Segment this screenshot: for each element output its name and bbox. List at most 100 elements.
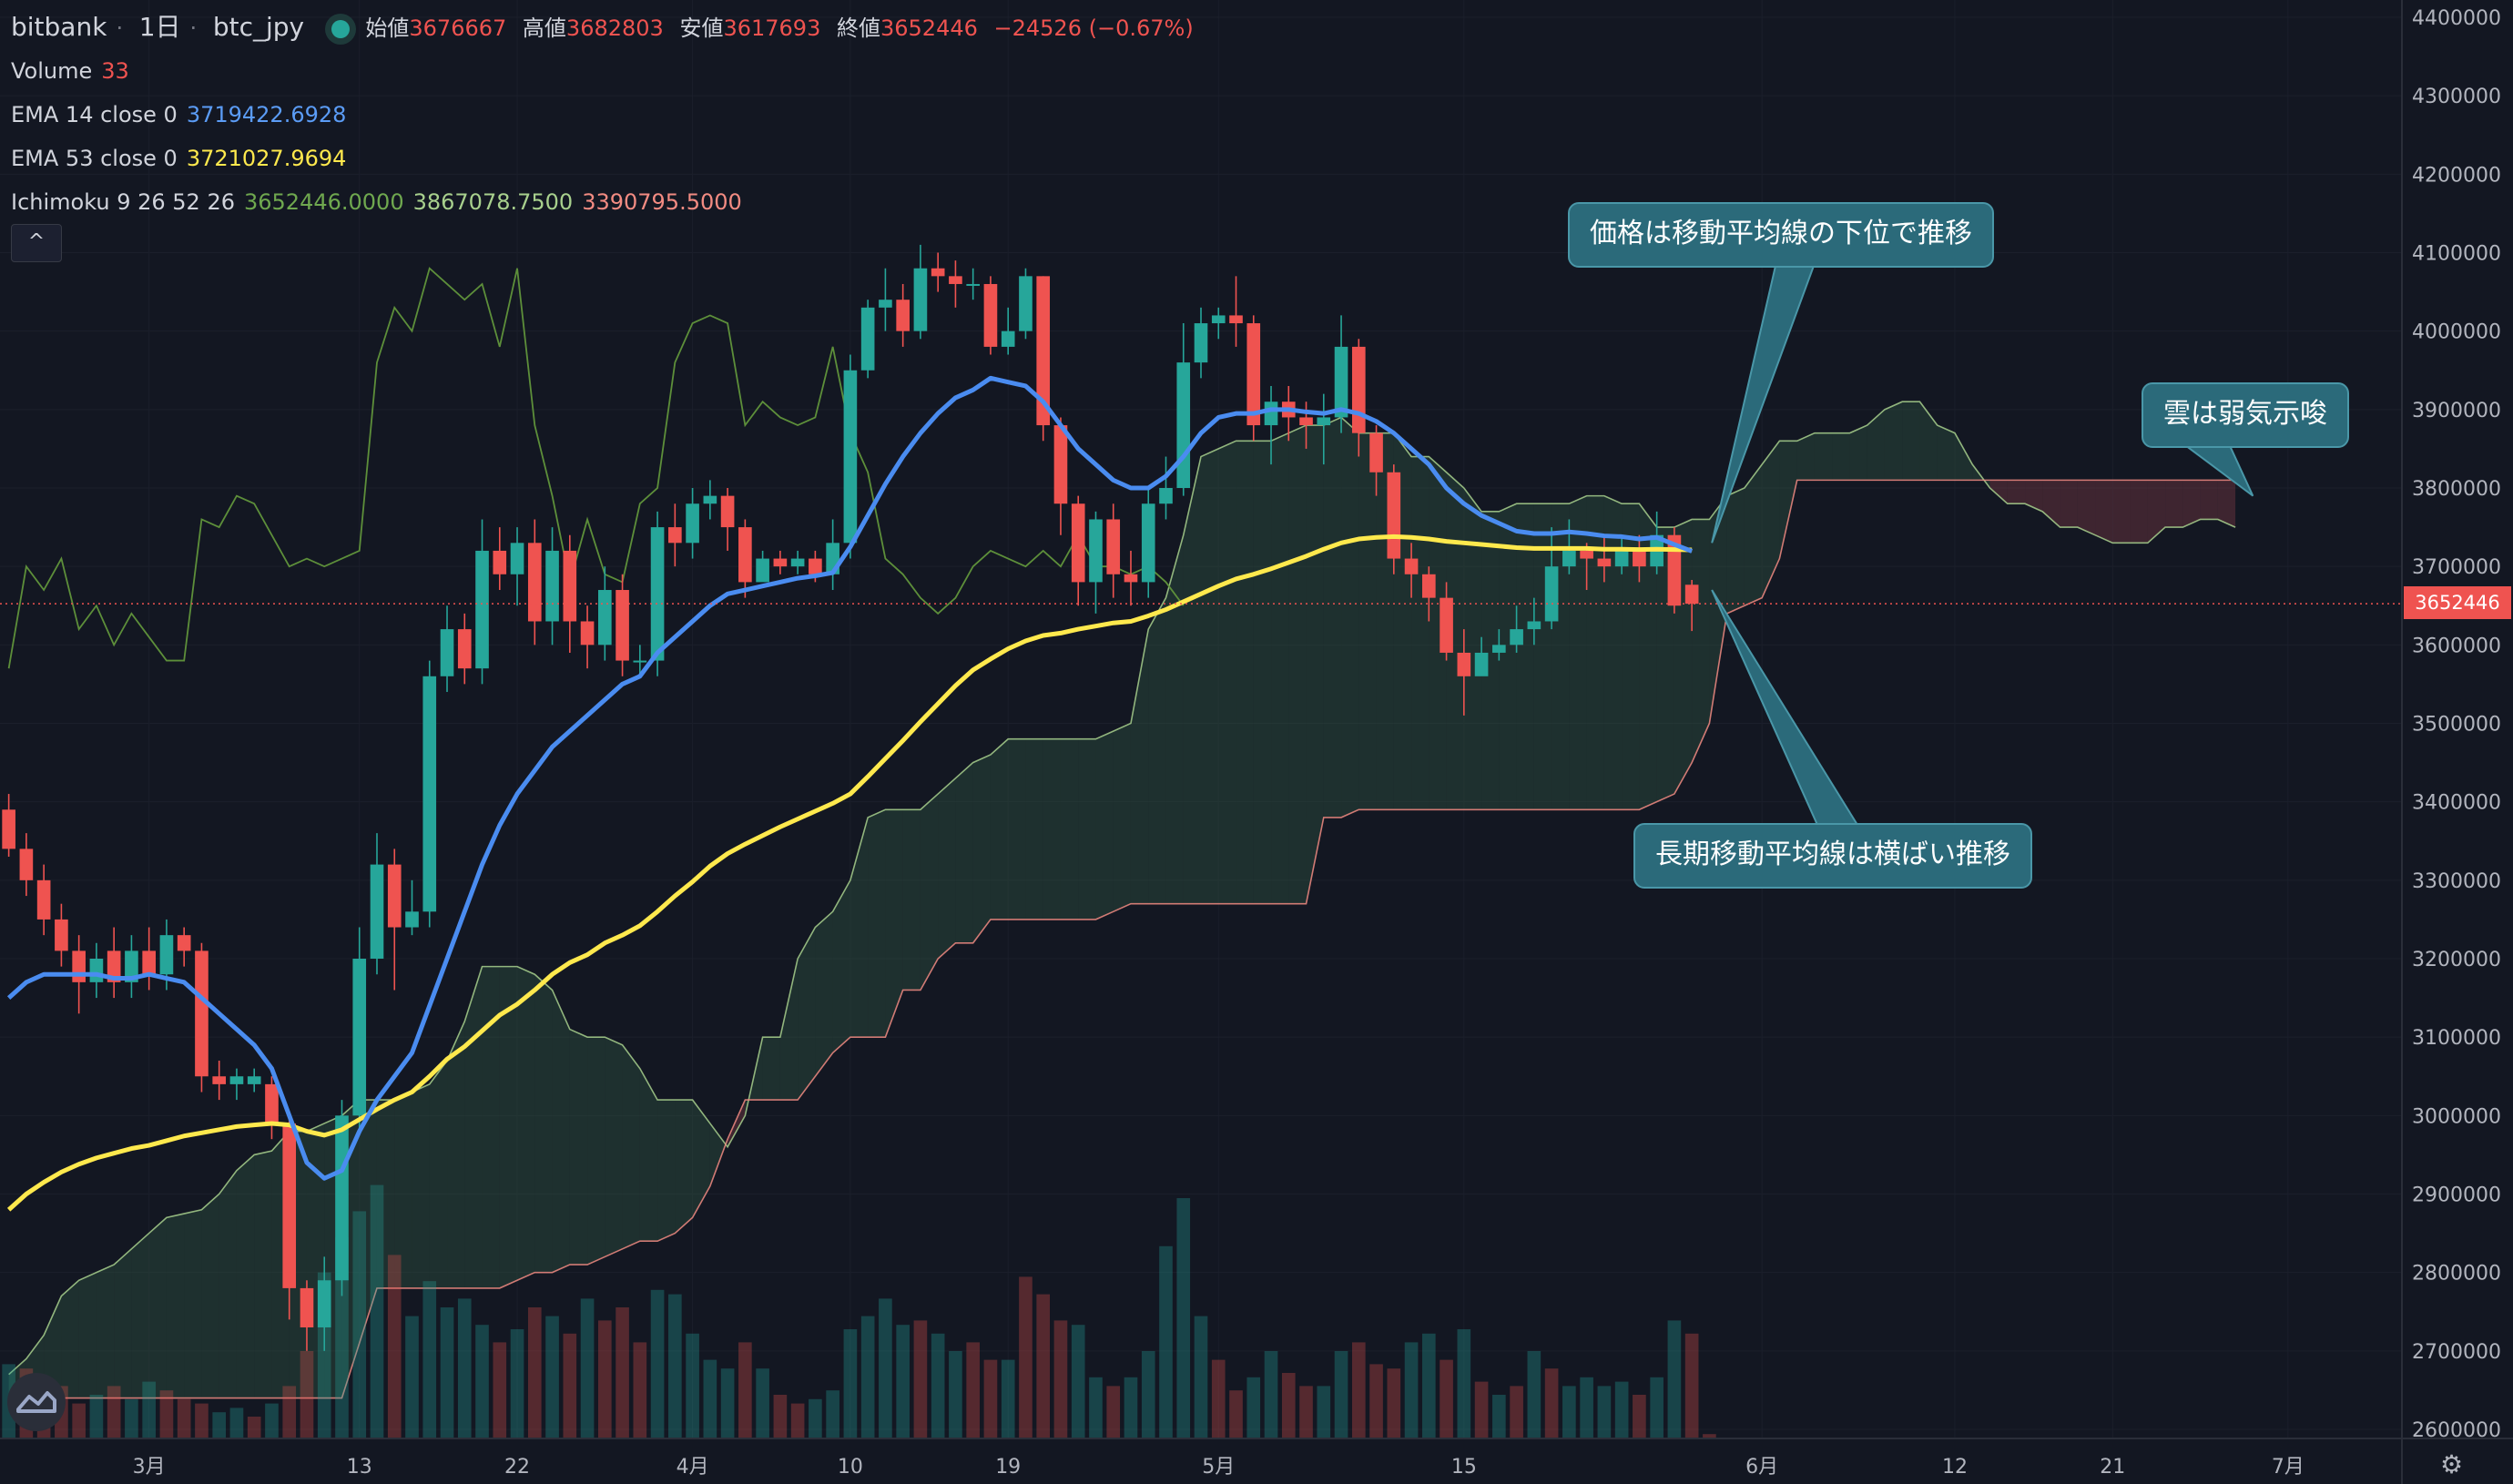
volume-bar	[650, 1289, 665, 1438]
candle	[949, 260, 962, 308]
ichimoku-cloud-segment	[131, 1233, 149, 1398]
ichimoku-cloud-segment	[1183, 456, 1201, 904]
candle	[1369, 425, 1383, 496]
candle	[1597, 534, 1612, 583]
volume-bar	[1019, 1276, 1033, 1438]
candle-body	[125, 950, 138, 982]
volume-bar	[387, 1255, 402, 1438]
volume-bar	[107, 1386, 121, 1438]
candle-body	[1562, 550, 1576, 567]
annotation-callout-cloud-bearish[interactable]: 雲は弱気示唆	[2142, 382, 2349, 448]
ichimoku-cloud-segment	[938, 778, 956, 959]
candle	[703, 480, 717, 520]
candle	[1387, 464, 1401, 574]
candle-body	[1053, 425, 1068, 504]
candle-body	[159, 935, 174, 975]
candle	[282, 1115, 297, 1320]
candle-body	[107, 950, 121, 982]
ichimoku-cloud-segment	[1463, 488, 1482, 810]
candle	[580, 605, 595, 669]
ichimoku-chikou-line	[7, 267, 1185, 669]
open-value: 3676667	[409, 15, 507, 41]
ichimoku-cloud-segment	[569, 1029, 588, 1265]
ichimoku-cloud-segment	[1288, 425, 1307, 904]
x-tick-label: 12	[1942, 1456, 1968, 1479]
volume-bar	[860, 1316, 875, 1438]
volume-bar	[300, 1351, 314, 1438]
ichimoku-cloud-segment	[447, 1021, 465, 1288]
ichimoku-cloud-segment	[1165, 534, 1184, 904]
candle	[300, 1280, 314, 1351]
ichimoku-cloud-segment	[1902, 401, 1920, 481]
ichimoku-cloud-segment	[1306, 425, 1324, 904]
volume-legend[interactable]: Volume 33	[11, 49, 1203, 93]
candle	[616, 574, 629, 676]
candle	[790, 550, 805, 574]
volume-bar	[686, 1333, 699, 1438]
ichimoku-cloud-segment	[832, 879, 850, 1053]
ichimoku-cloud-segment	[709, 1123, 728, 1186]
candle-body	[457, 629, 472, 669]
ichimoku-cloud-segment	[815, 911, 833, 1077]
volume-bar	[1404, 1342, 1419, 1438]
annotation-callout-long-ma-flat[interactable]: 長期移動平均線は横ばい推移	[1633, 823, 2032, 889]
candle-body	[177, 935, 191, 951]
ichimoku-cloud-segment	[692, 1100, 710, 1218]
ema14-line	[6, 375, 1694, 1181]
volume-bar	[125, 1398, 138, 1438]
candle-body	[422, 676, 437, 912]
ichimoku-cloud-segment	[622, 1044, 640, 1249]
candle	[1053, 417, 1068, 535]
x-tick-label: 6月	[1745, 1456, 1778, 1479]
ichimoku-cloud-segment	[1130, 629, 1149, 904]
tradingview-logo-icon[interactable]	[7, 1373, 66, 1431]
interval-label[interactable]: 1日	[138, 12, 181, 42]
candle-body	[2, 809, 15, 849]
candle	[1211, 307, 1226, 340]
volume-bar	[457, 1298, 472, 1438]
ema53-legend[interactable]: EMA 53 close 0 3721027.9694	[11, 137, 1203, 180]
volume-bar	[1562, 1386, 1576, 1438]
ichimoku-cloud-segment	[1989, 480, 2008, 504]
ichimoku-legend[interactable]: Ichimoku 9 26 52 26 3652446.0000 3867078.7…	[11, 180, 1203, 224]
candle-body	[335, 1115, 349, 1281]
candle	[773, 550, 788, 574]
candle	[440, 605, 454, 693]
candle	[1492, 629, 1506, 661]
ichimoku-cloud-segment	[2060, 480, 2078, 528]
gear-icon[interactable]: ⚙	[2440, 1449, 2464, 1479]
volume-bar	[142, 1381, 156, 1438]
volume-bar	[510, 1329, 524, 1438]
x-tick-label: 3月	[133, 1456, 166, 1479]
candle	[879, 268, 892, 331]
candle	[1246, 315, 1261, 442]
low-label: 安値	[679, 15, 724, 41]
candle-body	[527, 543, 542, 622]
ichimoku-cloud-segment	[306, 1123, 325, 1398]
symbol-label[interactable]: btc_jpy	[212, 12, 305, 42]
ichimoku-cloud-segment	[727, 1100, 746, 1147]
candle	[19, 833, 34, 897]
ichimoku-cloud-segment	[44, 1296, 62, 1398]
volume-bar	[983, 1359, 998, 1438]
volume-bar	[1176, 1198, 1191, 1438]
candle-body	[966, 283, 980, 286]
ichimoku-cloud-segment	[184, 1209, 202, 1398]
annotation-callout-price-below-ma[interactable]: 価格は移動平均線の下位で推移	[1568, 202, 1994, 268]
ichimoku-cloud-segment	[2112, 480, 2131, 544]
candle	[966, 268, 980, 300]
exchange-label[interactable]: bitbank	[11, 12, 107, 42]
ichimoku-cloud-segment	[1323, 417, 1342, 818]
y-tick-label: 3000000	[2412, 1105, 2501, 1128]
candle-body	[843, 370, 858, 544]
ichimoku-cloud-segment	[1446, 472, 1464, 810]
candle	[475, 519, 489, 685]
candle-body	[1019, 276, 1033, 331]
ema14-legend[interactable]: EMA 14 close 0 3719422.6928	[11, 93, 1203, 137]
volume-bar	[580, 1298, 595, 1438]
ichimoku-cloud-segment	[61, 1280, 79, 1398]
legend-collapse-button[interactable]: ^	[11, 224, 62, 262]
candle	[738, 519, 752, 598]
